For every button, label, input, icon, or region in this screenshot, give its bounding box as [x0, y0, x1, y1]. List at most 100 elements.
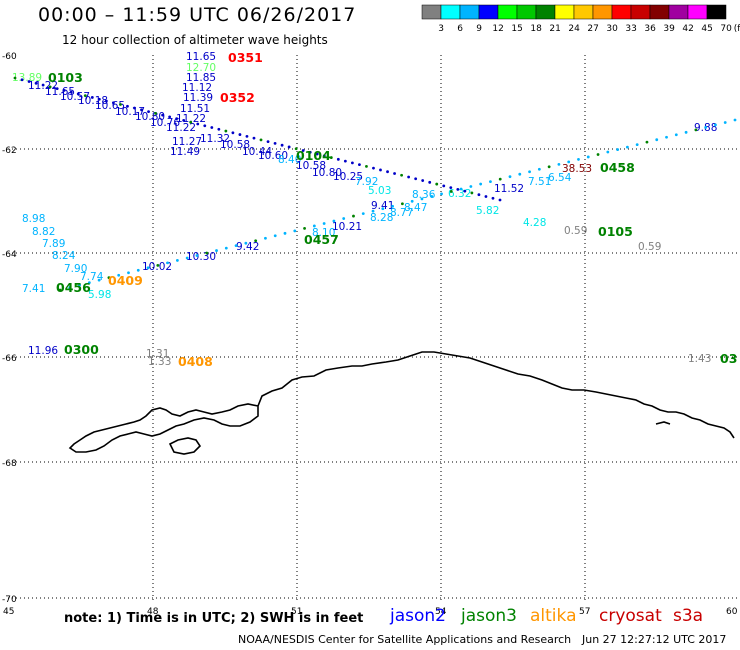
track-point	[498, 177, 502, 181]
swh-label: 8.77	[390, 207, 413, 219]
track-point	[358, 163, 361, 167]
swh-label: 11.65	[45, 86, 75, 98]
pass-time-label: 0458	[600, 160, 635, 175]
track-point	[13, 76, 17, 80]
swh-label: 0.59	[564, 225, 587, 237]
pass-time-label: 0409	[108, 273, 143, 288]
track-point	[168, 115, 172, 119]
track-point	[421, 179, 425, 182]
sat-jason2: jason2	[390, 606, 446, 626]
swh-label: 11.22	[176, 113, 206, 125]
color-swatch	[478, 4, 499, 20]
swh-label: 11.27	[172, 136, 202, 148]
color-swatch	[516, 4, 537, 20]
track-point	[498, 198, 502, 202]
color-swatch	[459, 4, 480, 20]
color-scale-label: 9	[476, 24, 482, 34]
track-point	[596, 153, 600, 156]
track-point	[635, 143, 639, 147]
track-point	[301, 149, 305, 152]
track-point	[489, 180, 492, 183]
track-point	[175, 117, 179, 121]
swh-label: 1.33	[148, 356, 171, 368]
track-point	[606, 150, 610, 154]
track-point	[90, 96, 94, 99]
track-point	[161, 113, 165, 117]
track-point	[48, 85, 52, 89]
swh-label: 11.22	[166, 122, 196, 134]
track-point	[34, 81, 38, 85]
swh-label: 38.53	[562, 163, 592, 175]
pass-time-label: 03	[720, 351, 737, 366]
pass-time-label: 0352	[220, 90, 255, 105]
track-point	[470, 191, 474, 195]
swh-label: 10.58	[220, 139, 250, 151]
swh-label: 11.39	[183, 92, 213, 104]
track-point	[343, 159, 347, 163]
track-point	[41, 83, 45, 87]
track-point	[254, 239, 258, 243]
color-swatch	[592, 4, 613, 20]
swh-label: 11.96	[28, 345, 58, 357]
swh-label: 8.28	[370, 212, 393, 224]
swh-label: 6.32	[448, 188, 471, 200]
track-point	[371, 209, 375, 213]
x-tick-51: 51	[291, 607, 302, 617]
swh-label: 11.85	[186, 72, 216, 84]
track-point	[322, 154, 326, 158]
track-point	[479, 182, 483, 186]
y-tick-60: -60	[2, 52, 17, 62]
island-small	[655, 421, 671, 425]
track-point	[62, 88, 66, 92]
track-point	[430, 194, 434, 198]
swh-label: 11.65	[186, 51, 216, 63]
map-title: 00:00 – 11:59 UTC 06/26/2017	[38, 4, 357, 26]
pass-time-label: 0105	[598, 224, 633, 239]
track-point	[407, 175, 411, 179]
sat-s3a: s3a	[673, 606, 704, 626]
color-scale-label: 21	[549, 24, 560, 34]
track-point	[491, 196, 495, 200]
track-point	[175, 259, 179, 262]
track-point	[104, 99, 108, 103]
track-point	[234, 244, 238, 248]
swh-label: 10.57	[60, 91, 90, 103]
track-point	[308, 150, 312, 154]
track-point	[69, 90, 73, 94]
sat-jason3: jason3	[461, 606, 517, 626]
track-point	[224, 246, 228, 250]
track-point	[55, 87, 59, 91]
color-swatch	[535, 4, 556, 20]
y-tick-68: -68	[2, 459, 17, 469]
track-point	[350, 161, 354, 165]
track-point	[420, 197, 424, 201]
swh-label: 7.41	[22, 283, 45, 295]
color-scale-label: 27	[587, 24, 598, 34]
pass-time-label: 0300	[64, 342, 99, 357]
lat-lon-grid	[8, 55, 737, 600]
track-point	[293, 229, 297, 233]
swh-label: 7.90	[64, 263, 87, 275]
swh-label: 8.47	[404, 202, 427, 214]
x-tick-60: 60	[726, 607, 738, 617]
track-point	[264, 236, 267, 240]
swh-label: 10.25	[333, 171, 363, 183]
track-point	[87, 281, 91, 285]
track-point	[332, 219, 336, 223]
swh-label: 4.28	[523, 217, 546, 229]
observation-layer: 13.8911.2211.6510.5710.1810.6510.1710.80…	[12, 51, 737, 368]
swh-label: 10.17	[115, 106, 145, 118]
legend-note: note: 1) Time is in UTC; 2) SWH is in fe…	[64, 611, 364, 626]
track-point	[83, 94, 87, 98]
swh-label: 10.30	[186, 251, 216, 263]
track-point	[303, 227, 306, 230]
track-point	[484, 195, 488, 198]
pass-time-label: 0408	[178, 354, 213, 369]
track-point	[733, 118, 737, 122]
pass-time-layer: 0103 0351 0352 0104 0105 0458 0457 0456 0409 0300…	[48, 50, 737, 369]
track-point	[68, 286, 72, 289]
track-point	[238, 133, 242, 136]
x-tick-54: 54	[435, 607, 447, 617]
track-point	[567, 160, 571, 164]
track-point	[508, 175, 512, 179]
